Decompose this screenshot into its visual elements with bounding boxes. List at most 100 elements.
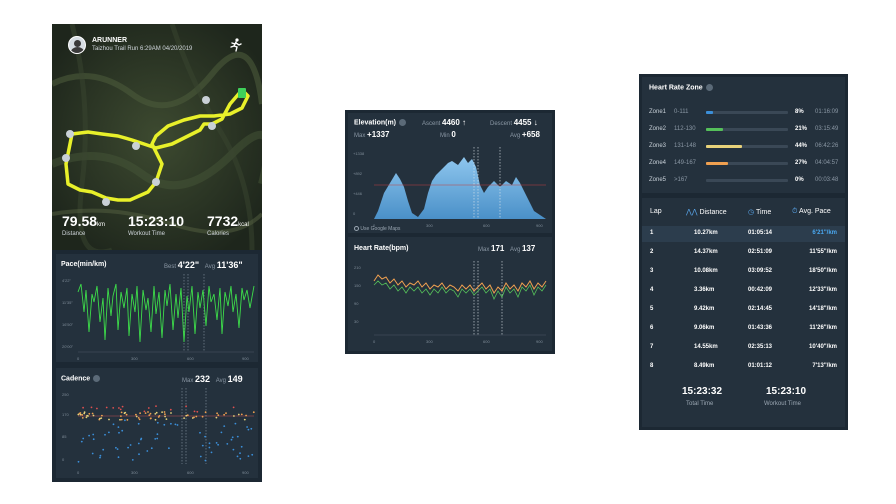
cadence-point — [120, 415, 122, 417]
cadence-point — [163, 411, 166, 413]
lap-header-distance: ⋀⋀ Distance — [686, 208, 727, 216]
cadence-point — [154, 418, 157, 421]
heart-rate-zone-card[interactable]: Heart Rate Zone Zone1 0-111 8% 01:16:09 Zone… — [642, 77, 845, 193]
cadence-point — [246, 426, 249, 428]
zone-time: 01:16:09 — [815, 109, 839, 115]
lap-row[interactable]: 3 10.08km 03:09:52 18'50"/km — [642, 264, 845, 280]
map-terrain — [52, 24, 262, 255]
pace-card[interactable]: Pace(min/km) Best 4'22" Avg 11'36" 4'22"… — [56, 254, 258, 362]
cadence-point — [115, 446, 117, 449]
elev-x-tick: 900 — [536, 223, 543, 228]
cadence-point — [92, 433, 95, 436]
cadence-point — [176, 424, 179, 426]
lap-distance: 9.06km — [694, 325, 715, 331]
lap-number: 2 — [650, 249, 654, 255]
cadence-point — [85, 416, 88, 419]
route-map[interactable]: ARUNNER Taizhou Trail Run 6:29AM 04/20/2… — [52, 24, 262, 255]
cadence-point — [82, 437, 85, 440]
cadence-title-text: Cadence — [61, 375, 91, 383]
pace-line — [77, 283, 255, 343]
cadence-point — [185, 405, 188, 408]
pace-title: Pace(min/km) — [61, 261, 107, 268]
info-icon[interactable] — [93, 375, 101, 382]
elevation-chart: +1338 +892 +446 0 0 300 600 900 — [353, 147, 546, 228]
cadence-point — [216, 412, 219, 415]
lap-distance: 14.37km — [694, 249, 718, 255]
cadence-point — [100, 417, 103, 419]
cadence-card[interactable]: Cadence Max 232 Avg 149 250 170 85 0 0 3… — [56, 368, 258, 478]
cadence-point — [217, 443, 220, 446]
elev-y-tick: +892 — [353, 171, 363, 176]
cadence-point — [240, 413, 243, 416]
cadence-point — [223, 425, 226, 427]
cadence-point — [104, 433, 106, 436]
hr-x-tick: 600 — [483, 339, 490, 344]
cadence-point — [164, 413, 166, 416]
lap-time: 02:14:45 — [748, 306, 773, 312]
descent-value: 4455 ↓ — [513, 118, 538, 127]
elevation-descent: Descent 4455 ↓ — [490, 118, 538, 127]
zone-name: Zone2 — [649, 126, 667, 132]
cadence-point — [81, 414, 84, 416]
cadence-point — [201, 415, 204, 418]
lap-row[interactable]: 2 14.37km 02:51:09 11'55"/km — [642, 245, 845, 261]
cadence-point — [131, 459, 134, 461]
cadence-point — [208, 442, 211, 445]
cadence-y-tick: 85 — [62, 434, 67, 439]
pace-x-tick: 600 — [187, 356, 194, 361]
lap-row[interactable]: 4 3.36km 00:42:09 12'33"/km — [642, 283, 845, 299]
elev-x-tick: 300 — [426, 223, 433, 228]
zone-bar-track — [706, 111, 788, 114]
elev-y-tick: 0 — [353, 211, 356, 216]
cadence-point — [217, 414, 220, 416]
lap-number: 1 — [650, 230, 654, 236]
lap-number: 8 — [650, 363, 654, 369]
cadence-point — [108, 431, 110, 434]
zone-percent: 44% — [795, 143, 808, 149]
hr-max-value: 171 — [491, 244, 505, 253]
cadence-y-tick: 170 — [62, 412, 69, 417]
lap-row[interactable]: 1 10.27km 01:05:14 6'21"/km — [642, 226, 845, 242]
zone-bar-fill — [706, 128, 724, 131]
elevation-card[interactable]: Elevation(m) Ascent 4460 ↑ Descent 4455 … — [348, 113, 552, 233]
lap-number: 7 — [650, 344, 654, 350]
distance-icon: ⋀⋀ — [686, 209, 698, 216]
cadence-point — [230, 438, 233, 441]
checkbox-icon[interactable] — [354, 226, 359, 232]
info-icon[interactable] — [399, 119, 407, 126]
cadence-point — [193, 416, 195, 419]
heart-rate-card[interactable]: Heart Rate(bpm) Max 171 Avg 137 210 150 … — [348, 237, 552, 351]
cadence-point — [196, 410, 199, 413]
zone-row: Zone4 149-167 27% 04:04:57 — [642, 156, 845, 172]
lap-row[interactable]: 5 9.42km 02:14:45 14'18"/km — [642, 302, 845, 318]
lap-row[interactable]: 7 14.55km 02:35:13 10'40"/km — [642, 340, 845, 356]
cadence-point — [233, 415, 235, 417]
zone-name: Zone5 — [649, 177, 667, 183]
avatar[interactable] — [68, 36, 86, 54]
cadence-point — [92, 414, 95, 417]
cadence-point — [236, 435, 239, 438]
cadence-point — [156, 437, 159, 440]
cadence-y-tick: 0 — [62, 457, 65, 462]
google-maps-toggle[interactable]: Use Google Maps — [354, 226, 400, 232]
zone-range: 131-148 — [674, 143, 697, 149]
elev-avg-label: Avg — [510, 133, 521, 139]
cadence-point — [90, 406, 93, 409]
lap-row[interactable]: 8 8.49km 01:01:12 7'13"/km — [642, 359, 845, 375]
cadence-point — [170, 422, 172, 425]
laps-card[interactable]: Lap ⋀⋀ Distance ◷ Time ⏱ Avg. Pace 1 10.2… — [642, 198, 845, 427]
zone-title-text: Heart Rate Zone — [649, 84, 703, 92]
cadence-point — [220, 431, 223, 434]
cadence-point — [168, 447, 170, 450]
elevation-ascent: Ascent 4460 ↑ — [422, 118, 466, 127]
lap-row[interactable]: 6 9.06km 01:43:36 11'26"/km — [642, 321, 845, 337]
info-icon[interactable] — [705, 84, 713, 91]
runner-icon[interactable] — [229, 38, 243, 55]
zone-list: Zone1 0-111 8% 01:16:09 Zone2 112-130 21% 03:15… — [642, 105, 845, 193]
cadence-point — [91, 452, 94, 455]
cadence-max-label: Max — [182, 378, 194, 384]
cadence-point — [163, 423, 166, 426]
cadence-point — [183, 417, 185, 419]
cadence-avg-value: 149 — [227, 374, 243, 384]
cadence-max-value: 232 — [195, 374, 211, 384]
